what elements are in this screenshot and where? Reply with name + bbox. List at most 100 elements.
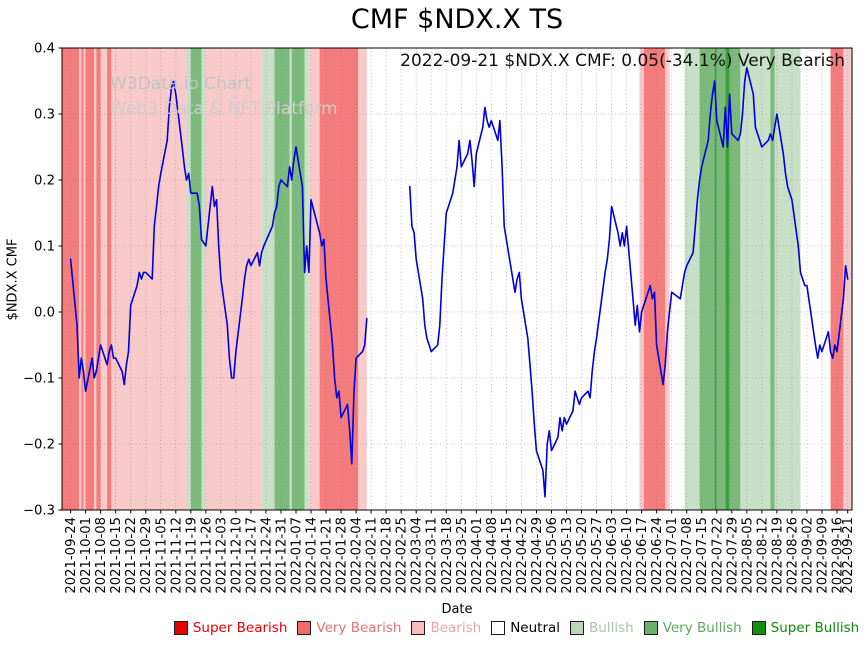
legend-swatch bbox=[411, 621, 426, 635]
x-tick-label: 2022-03-18 bbox=[440, 517, 455, 594]
y-tick-label: 0.1 bbox=[34, 240, 55, 255]
x-tick-label: 2022-06-03 bbox=[605, 517, 620, 594]
y-tick-label: 0.0 bbox=[34, 306, 55, 321]
band-very_bearish bbox=[96, 48, 101, 510]
x-tick-label: 2022-05-27 bbox=[590, 517, 605, 594]
cmf-line-segment bbox=[69, 80, 368, 465]
x-tick-label: 2022-06-24 bbox=[650, 517, 665, 594]
y-tick-label: 0.2 bbox=[34, 174, 55, 189]
x-tick-label: 2022-05-06 bbox=[545, 517, 560, 594]
x-tick-label: 2021-11-19 bbox=[184, 517, 199, 594]
x-tick-label: 2021-12-24 bbox=[259, 517, 274, 594]
x-tick-label: 2022-07-08 bbox=[680, 517, 695, 594]
x-tick-label: 2022-02-11 bbox=[365, 517, 380, 594]
x-tick-label: 2022-08-12 bbox=[755, 517, 770, 594]
legend-swatch bbox=[643, 621, 658, 635]
legend-swatch bbox=[173, 621, 188, 635]
legend-swatch bbox=[297, 621, 312, 635]
x-tick-label: 2022-04-15 bbox=[500, 517, 515, 594]
x-tick-label: 2022-09-16 bbox=[830, 517, 845, 594]
x-tick-label: 2021-10-22 bbox=[124, 517, 139, 594]
x-tick-label: 2022-06-17 bbox=[635, 517, 650, 594]
x-tick-label: 2022-07-22 bbox=[710, 517, 725, 594]
x-tick-label: 2021-12-17 bbox=[244, 517, 259, 594]
x-tick-label: 2022-05-20 bbox=[575, 517, 590, 594]
x-tick-label: 2021-10-01 bbox=[79, 517, 94, 594]
band-bullish bbox=[684, 48, 700, 510]
x-tick-label: 2022-07-29 bbox=[725, 517, 740, 594]
legend-swatch bbox=[751, 621, 766, 635]
cmf-line-segment bbox=[409, 67, 849, 498]
y-tick-label: 0.3 bbox=[34, 108, 55, 123]
legend-item-bearish: Bearish bbox=[411, 620, 481, 636]
cmf-line-series bbox=[69, 67, 849, 498]
legend-label: Super Bullish bbox=[770, 620, 860, 636]
band-bearish bbox=[100, 48, 108, 510]
band-bullish bbox=[261, 48, 275, 510]
band-very_bullish bbox=[274, 48, 290, 510]
watermark: W3Data.io Chart Web3 Data & NFT Platform bbox=[110, 72, 338, 122]
band-bearish bbox=[205, 48, 262, 510]
legend-label: Very Bearish bbox=[316, 620, 402, 636]
watermark-line2: Web3 Data & NFT Platform bbox=[110, 99, 338, 119]
x-tick-label: 2022-04-01 bbox=[470, 517, 485, 594]
x-tick-label: 2022-01-21 bbox=[320, 517, 335, 594]
band-very_bullish bbox=[291, 48, 305, 510]
legend-label: Very Bullish bbox=[662, 620, 742, 636]
x-tick-label: 2022-03-11 bbox=[425, 517, 440, 594]
band-very_bearish bbox=[643, 48, 666, 510]
y-tick-label: −0.1 bbox=[23, 372, 55, 387]
band-super_bullish bbox=[714, 48, 717, 510]
y-axis-label: $NDX.X CMF bbox=[5, 238, 21, 321]
band-bearish bbox=[308, 48, 320, 510]
x-tick-label: 2022-09-21 bbox=[841, 517, 856, 594]
x-tick-label: 2022-08-19 bbox=[770, 517, 785, 594]
x-tick-label: 2021-11-26 bbox=[199, 517, 214, 594]
legend-label: Super Bearish bbox=[192, 620, 288, 636]
band-very_bullish bbox=[190, 48, 202, 510]
x-tick-label: 2022-07-01 bbox=[665, 517, 680, 594]
band-bearish bbox=[79, 48, 82, 510]
legend: Super Bearish Very Bearish Bearish Neutral B… bbox=[62, 620, 861, 636]
y-tick-label: 0.4 bbox=[34, 42, 55, 57]
x-tick-label: 2022-07-15 bbox=[695, 517, 710, 594]
x-ticks: 2021-09-24 2021-10-01 2021-10-08 2021-10-15… bbox=[64, 510, 856, 594]
band-bearish bbox=[665, 48, 670, 510]
x-tick-label: 2021-10-29 bbox=[139, 517, 154, 594]
x-tick-label: 2021-11-05 bbox=[154, 517, 169, 594]
legend-swatch bbox=[491, 621, 506, 635]
x-tick-label: 2021-11-12 bbox=[169, 517, 184, 594]
legend-item-super-bullish: Super Bullish bbox=[751, 620, 860, 636]
x-tick-label: 2022-02-04 bbox=[350, 517, 365, 594]
band-very_bearish bbox=[107, 48, 112, 510]
x-tick-label: 2021-12-10 bbox=[229, 517, 244, 594]
legend-item-very-bullish: Very Bullish bbox=[643, 620, 742, 636]
x-tick-label: 2022-03-04 bbox=[410, 517, 425, 594]
band-very_bullish bbox=[729, 48, 741, 510]
band-bullish bbox=[186, 48, 191, 510]
legend-item-bullish: Bullish bbox=[570, 620, 634, 636]
x-tick-label: 2022-05-13 bbox=[560, 517, 575, 594]
band-very_bearish bbox=[81, 48, 84, 510]
x-tick-label: 2022-04-22 bbox=[515, 517, 530, 594]
x-tick-label: 2022-02-18 bbox=[380, 517, 395, 594]
x-tick-label: 2021-12-31 bbox=[274, 517, 289, 594]
x-tick-label: 2022-03-25 bbox=[455, 517, 470, 594]
legend-label: Bearish bbox=[430, 620, 482, 636]
band-bullish bbox=[774, 48, 801, 510]
chart-title: CMF $NDX.X TS bbox=[350, 4, 564, 35]
x-tick-label: 2022-02-25 bbox=[395, 517, 410, 594]
x-axis-label: Date bbox=[441, 602, 473, 617]
band-very_bullish bbox=[770, 48, 775, 510]
legend-item-very-bearish: Very Bearish bbox=[297, 620, 401, 636]
x-tick-label: 2022-01-07 bbox=[289, 517, 304, 594]
band-bullish bbox=[289, 48, 292, 510]
x-tick-label: 2021-12-03 bbox=[214, 517, 229, 594]
x-tick-label: 2022-09-02 bbox=[800, 517, 815, 594]
legend-swatch bbox=[570, 621, 585, 635]
x-tick-label: 2022-01-14 bbox=[305, 517, 320, 594]
legend-label: Bullish bbox=[589, 620, 634, 636]
band-very_bearish bbox=[85, 48, 95, 510]
band-bearish bbox=[94, 48, 97, 510]
